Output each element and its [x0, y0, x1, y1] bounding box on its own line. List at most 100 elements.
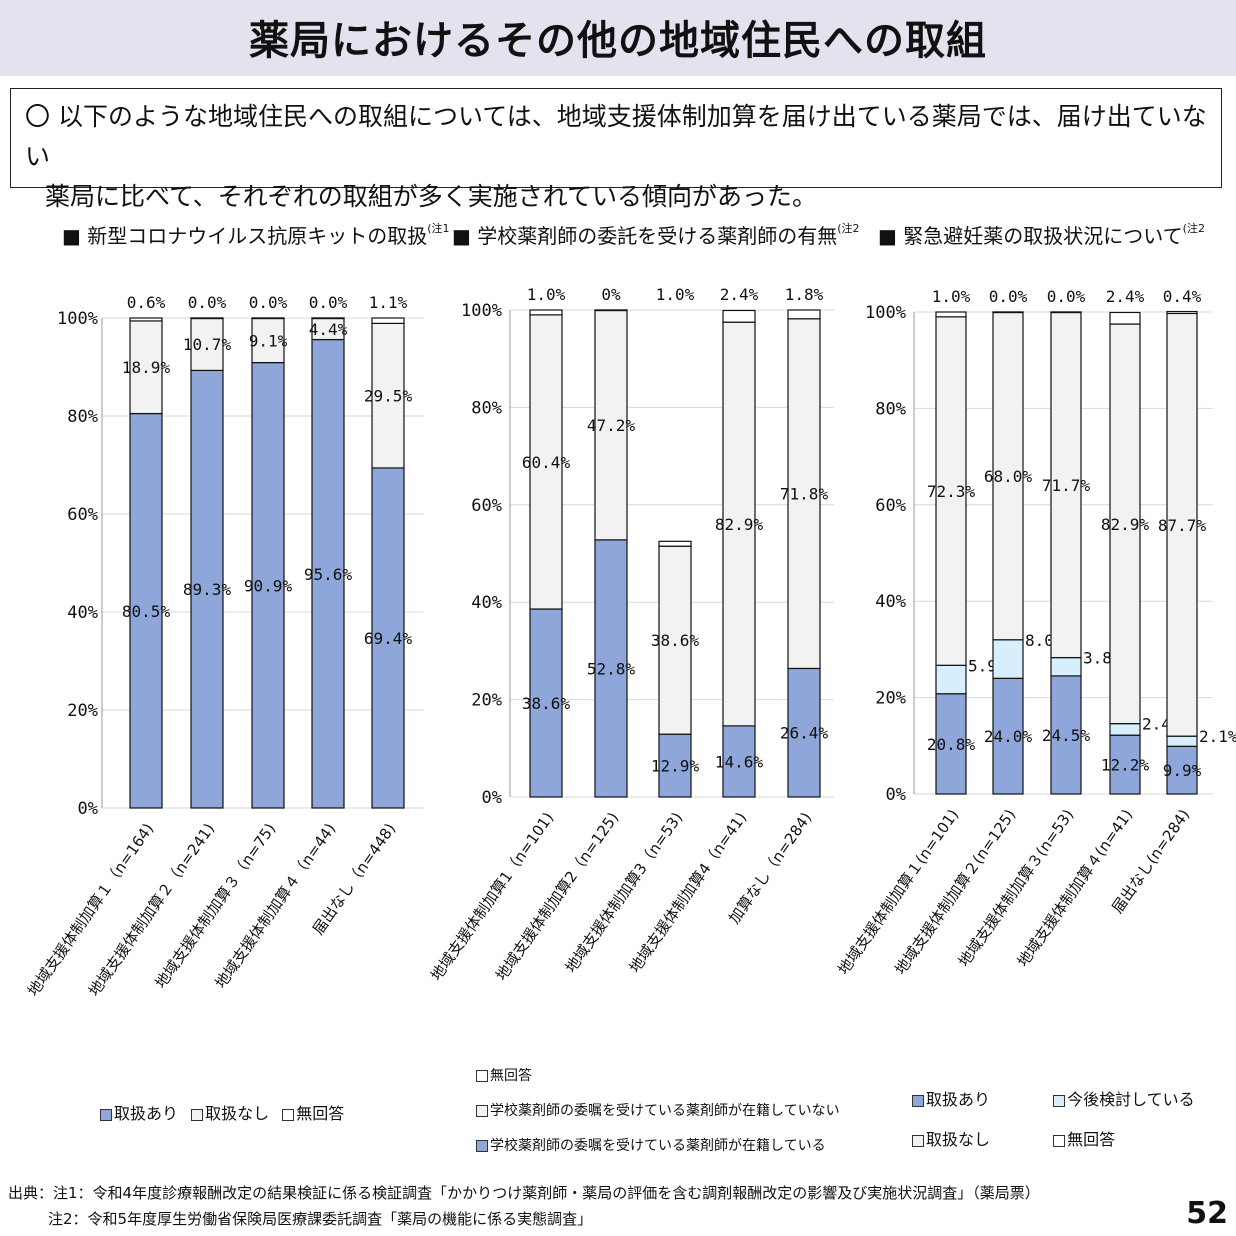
legend-swatch [1053, 1094, 1066, 1107]
data-label: 18.9% [122, 358, 171, 377]
data-label: 1.0% [932, 287, 971, 306]
legend-label: 今後検討している [1067, 1090, 1195, 1109]
data-label: 24.0% [984, 727, 1033, 746]
data-label: 12.2% [1101, 756, 1150, 775]
y-tick-label: 80% [875, 399, 906, 419]
bar-segment [529, 309, 563, 316]
data-label: 29.5% [364, 387, 413, 406]
y-tick-label: 60% [875, 496, 906, 516]
bar-segment [529, 314, 563, 610]
bar-segment [992, 311, 1024, 641]
y-tick-label: 40% [67, 603, 98, 623]
data-label: 2.1% [1199, 727, 1236, 746]
bar-segment [190, 317, 224, 372]
bar-segment [658, 540, 692, 547]
data-label: 82.9% [1101, 515, 1150, 534]
bar-segment [594, 309, 628, 312]
data-label: 20.8% [927, 735, 976, 754]
y-tick-label: 20% [471, 691, 502, 711]
bar-segment [992, 311, 1024, 314]
bar-segment [992, 639, 1024, 679]
chart1-legend: 取扱あり 取扱なし 無回答 [100, 1100, 344, 1124]
chart1-title: ■ 新型コロナウイルス抗原キットの取扱(注1 [62, 220, 450, 249]
legend-swatch [912, 1094, 924, 1107]
legend-row: 取扱あり 今後検討している [912, 1080, 1195, 1120]
bar-segment [1050, 311, 1082, 314]
bar-segment [371, 317, 405, 324]
bar-segment [1050, 675, 1082, 795]
data-label: 0.6% [127, 293, 166, 312]
bar-segment [658, 733, 692, 798]
data-label: 38.6% [522, 694, 571, 713]
data-label: 0.0% [188, 293, 227, 312]
legend-label: 無回答 [1067, 1130, 1116, 1149]
y-tick-label: 60% [67, 505, 98, 525]
y-tick-label: 40% [471, 593, 502, 613]
bar-segment [1109, 311, 1141, 325]
legend-label: 無回答 [296, 1104, 345, 1123]
bar-segment [311, 317, 345, 320]
data-label: 12.9% [651, 757, 700, 776]
legend-swatch [476, 1105, 488, 1117]
bar-segment [129, 320, 163, 415]
data-label: 89.3% [183, 580, 232, 599]
bar-segment [935, 693, 967, 795]
y-tick-label: 100% [865, 303, 906, 323]
y-tick-label: 0% [78, 799, 98, 819]
data-label: 10.7% [183, 335, 232, 354]
data-label: 2.4% [1106, 287, 1145, 306]
data-label: 60.4% [522, 453, 571, 472]
data-label: 0.4% [1163, 287, 1202, 306]
legend-swatch [1053, 1134, 1066, 1147]
legend-item: 取扱なし [912, 1120, 1048, 1160]
data-label: 9.1% [249, 331, 288, 350]
data-label: 72.3% [927, 482, 976, 501]
data-label: 0.0% [1047, 287, 1086, 306]
category-label: 地域支援体制加算２(n=125) [891, 806, 1019, 978]
data-label: 38.6% [651, 631, 700, 650]
legend-label: 取扱なし [926, 1130, 991, 1149]
bar-segment [1166, 310, 1198, 315]
y-tick-label: 100% [461, 301, 502, 321]
y-tick-label: 20% [875, 689, 906, 709]
legend-item: 学校薬剤師の委嘱を受けている薬剤師が在籍していない [476, 1102, 840, 1121]
bar-segment [935, 664, 967, 695]
bar-segment [251, 317, 285, 320]
bar-segment [594, 539, 628, 798]
data-label: 87.7% [1158, 516, 1207, 535]
data-label: 47.2% [587, 416, 636, 435]
legend-row: 取扱なし 無回答 [912, 1120, 1195, 1160]
data-label: 0.0% [249, 293, 288, 312]
bar-segment [594, 309, 628, 541]
bar-segment [1109, 723, 1141, 736]
chart3-legend: 取扱あり 今後検討している 取扱なし 無回答 [912, 1080, 1195, 1160]
data-label: 1.8% [785, 285, 824, 304]
data-label: 4.4% [309, 320, 348, 339]
bar-segment [1050, 311, 1082, 659]
data-label: 0.0% [989, 287, 1028, 306]
data-label: 9.9% [1163, 761, 1202, 780]
y-tick-label: 40% [875, 592, 906, 612]
legend-swatch [282, 1108, 295, 1121]
bar-segment [787, 309, 821, 320]
legend-swatch [100, 1108, 112, 1121]
data-label: 82.9% [715, 515, 764, 534]
bar-segment [1166, 735, 1198, 747]
bar-segment [529, 608, 563, 798]
chart3-title-note: (注2 [1182, 222, 1205, 235]
bar-segment [311, 338, 345, 809]
y-tick-label: 100% [57, 309, 98, 329]
category-label: 地域支援体制加算３(n=53) [955, 806, 1078, 970]
chart2-legend: 無回答 学校薬剤師の委嘱を受けている薬剤師が在籍していない 学校薬剤師の委嘱を受… [476, 1067, 840, 1156]
summary-box: 〇 以下のような地域住民への取組については、地域支援体制加算を届け出ている薬局で… [10, 88, 1222, 211]
legend-item: 今後検討している [1053, 1090, 1195, 1109]
y-tick-label: 60% [471, 496, 502, 516]
data-label: 26.4% [780, 724, 829, 743]
data-label: 0.0% [309, 293, 348, 312]
legend-label: 取扱あり [114, 1104, 179, 1123]
legend-swatch [191, 1108, 204, 1121]
title-bar: 薬局におけるその他の地域住民への取組 [0, 0, 1236, 76]
category-label: 地域支援体制加算4（n=41) [626, 809, 751, 976]
bar-segment [935, 311, 967, 318]
